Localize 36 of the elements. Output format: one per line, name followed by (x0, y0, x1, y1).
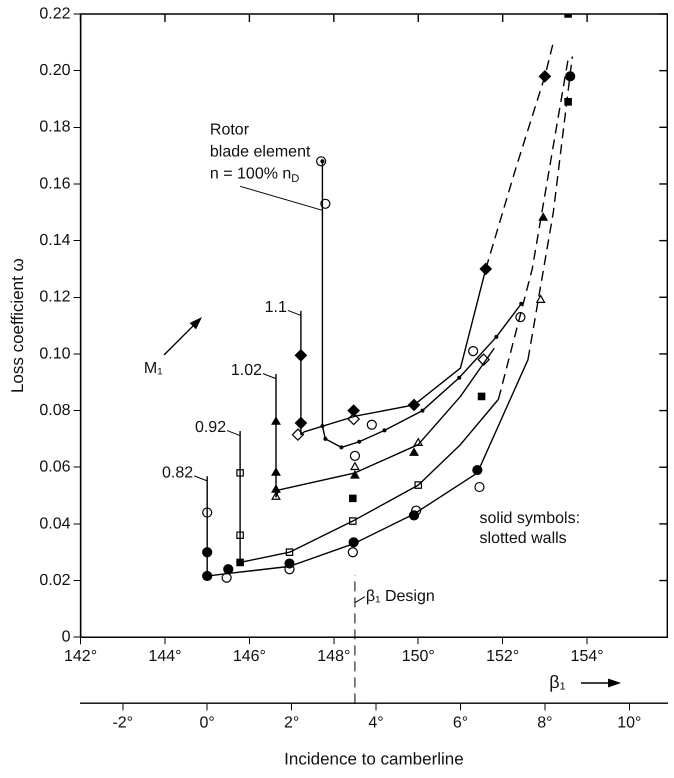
ref-line-label: β₁ Design (366, 588, 435, 606)
y-tick-label: 0.20 (39, 62, 71, 80)
annotation: solid symbols: slotted walls (480, 510, 580, 548)
x-tick-label: 154° (570, 648, 604, 666)
legend-label: 0.82 (162, 464, 194, 482)
legend-label: 0.92 (194, 418, 226, 436)
x-axis-title: β₁ (549, 672, 566, 692)
x-tick-label: 146° (232, 648, 266, 666)
x-tick-label: 152° (486, 648, 520, 666)
y-tick-label: 0.14 (39, 232, 71, 250)
y-tick-label: 0 (62, 628, 71, 646)
annotation: M₁ (144, 360, 163, 378)
x-tick-label: 144° (148, 648, 182, 666)
x2-axis-title: Incidence to camberline (284, 749, 464, 768)
x-tick-label: 148° (317, 648, 350, 666)
legend-label: 1.1 (264, 298, 287, 316)
y-axis-title: Loss coefficient ω (8, 258, 27, 394)
y-tick-label: 0.04 (39, 515, 71, 532)
x2-tick-label: 10° (617, 714, 642, 732)
x2-tick-label: 6° (452, 714, 468, 732)
x2-tick-label: 8° (537, 714, 553, 732)
y-tick-label: 0.22 (39, 5, 71, 22)
y-tick-label: 0.10 (39, 345, 71, 362)
x2-tick-label: -2° (112, 714, 134, 732)
x2-tick-label: 0° (200, 714, 215, 732)
x-tick-label: 142° (64, 648, 98, 666)
x2-tick-label: 4° (368, 714, 384, 732)
y-tick-label: 0.16 (39, 175, 71, 192)
y-tick-label: 0.06 (39, 458, 71, 476)
y-tick-label: 0.18 (39, 118, 71, 136)
x2-tick-label: 2° (284, 714, 300, 732)
x-tick-label: 150° (402, 648, 435, 666)
legend-label: 1.02 (230, 362, 262, 380)
y-tick-label: 0.02 (39, 572, 71, 589)
y-tick-label: 0.08 (39, 402, 71, 419)
y-tick-label: 0.12 (39, 288, 71, 306)
